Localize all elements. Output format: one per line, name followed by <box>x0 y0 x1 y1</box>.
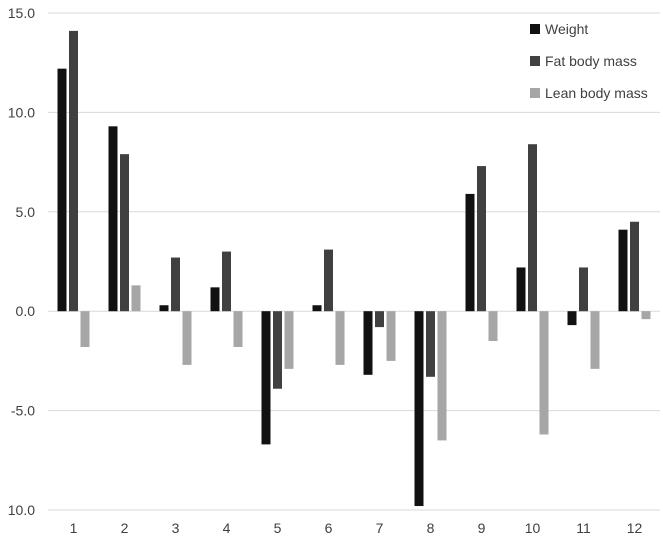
y-axis-tick-labels: 15.0 10.0 5.0 0.0 -5.0 10.0 <box>8 5 35 518</box>
legend-label: Lean body mass <box>545 85 648 101</box>
bar-lean-body-mass-2 <box>131 285 141 312</box>
y-tick-label: 10.0 <box>8 502 35 518</box>
x-tick-label: 2 <box>121 520 129 536</box>
x-tick-label: 6 <box>325 520 333 536</box>
bar-lean-body-mass-4 <box>233 311 243 347</box>
legend: Weight Fat body mass Lean body mass <box>530 21 648 101</box>
bar-lean-body-mass-10 <box>539 311 549 435</box>
bar-lean-body-mass-12 <box>641 311 651 320</box>
y-tick-label: -5.0 <box>11 403 35 419</box>
legend-swatch <box>530 88 540 98</box>
y-tick-label: 0.0 <box>16 303 36 319</box>
y-tick-label: 5.0 <box>16 204 36 220</box>
bar-fat-body-mass-6 <box>324 249 333 312</box>
bar-lean-body-mass-11 <box>590 311 600 369</box>
bar-lean-body-mass-5 <box>284 311 294 369</box>
bar-weight-2 <box>108 126 118 312</box>
x-tick-label: 8 <box>427 520 435 536</box>
bar-fat-body-mass-12 <box>630 221 639 312</box>
bar-weight-1 <box>57 68 67 312</box>
bar-weight-8 <box>414 311 424 507</box>
bar-weight-7 <box>363 311 373 375</box>
bar-weight-12 <box>618 229 628 312</box>
x-tick-label: 3 <box>172 520 180 536</box>
legend-label: Weight <box>545 21 588 37</box>
bar-lean-body-mass-3 <box>182 311 192 365</box>
bar-lean-body-mass-7 <box>386 311 396 361</box>
bars <box>57 30 651 507</box>
bar-fat-body-mass-2 <box>120 154 129 312</box>
bar-lean-body-mass-8 <box>437 311 447 441</box>
bar-fat-body-mass-1 <box>69 30 78 312</box>
bar-fat-body-mass-3 <box>171 257 180 312</box>
bar-fat-body-mass-9 <box>477 166 486 312</box>
bar-fat-body-mass-5 <box>273 311 282 389</box>
x-tick-label: 4 <box>223 520 231 536</box>
x-tick-label: 12 <box>627 520 643 536</box>
bar-weight-4 <box>210 287 220 312</box>
y-tick-label: 10.0 <box>8 104 35 120</box>
x-tick-label: 11 <box>576 520 591 536</box>
bar-weight-11 <box>567 311 577 326</box>
bar-lean-body-mass-6 <box>335 311 345 365</box>
bar-lean-body-mass-1 <box>80 311 90 347</box>
bar-weight-6 <box>312 305 322 312</box>
legend-swatch <box>530 56 540 66</box>
legend-swatch <box>530 24 540 34</box>
x-tick-label: 5 <box>274 520 282 536</box>
bar-fat-body-mass-10 <box>528 144 537 312</box>
bar-fat-body-mass-4 <box>222 251 231 312</box>
y-tick-label: 15.0 <box>8 5 35 21</box>
x-tick-label: 7 <box>376 520 384 536</box>
bar-fat-body-mass-7 <box>375 311 384 328</box>
bar-weight-3 <box>159 305 169 312</box>
x-tick-label: 10 <box>525 520 541 536</box>
gridlines <box>48 12 660 511</box>
x-tick-label: 1 <box>70 520 78 536</box>
bar-weight-10 <box>516 267 526 312</box>
bar-fat-body-mass-8 <box>426 311 435 377</box>
bar-lean-body-mass-9 <box>488 311 498 342</box>
legend-label: Fat body mass <box>545 53 637 69</box>
x-tick-label: 9 <box>478 520 486 536</box>
x-axis-tick-labels: 1 2 3 4 5 6 7 8 9 10 11 12 <box>70 520 643 536</box>
bar-weight-9 <box>465 193 475 312</box>
bar-weight-5 <box>261 311 271 445</box>
bar-fat-body-mass-11 <box>579 267 588 312</box>
